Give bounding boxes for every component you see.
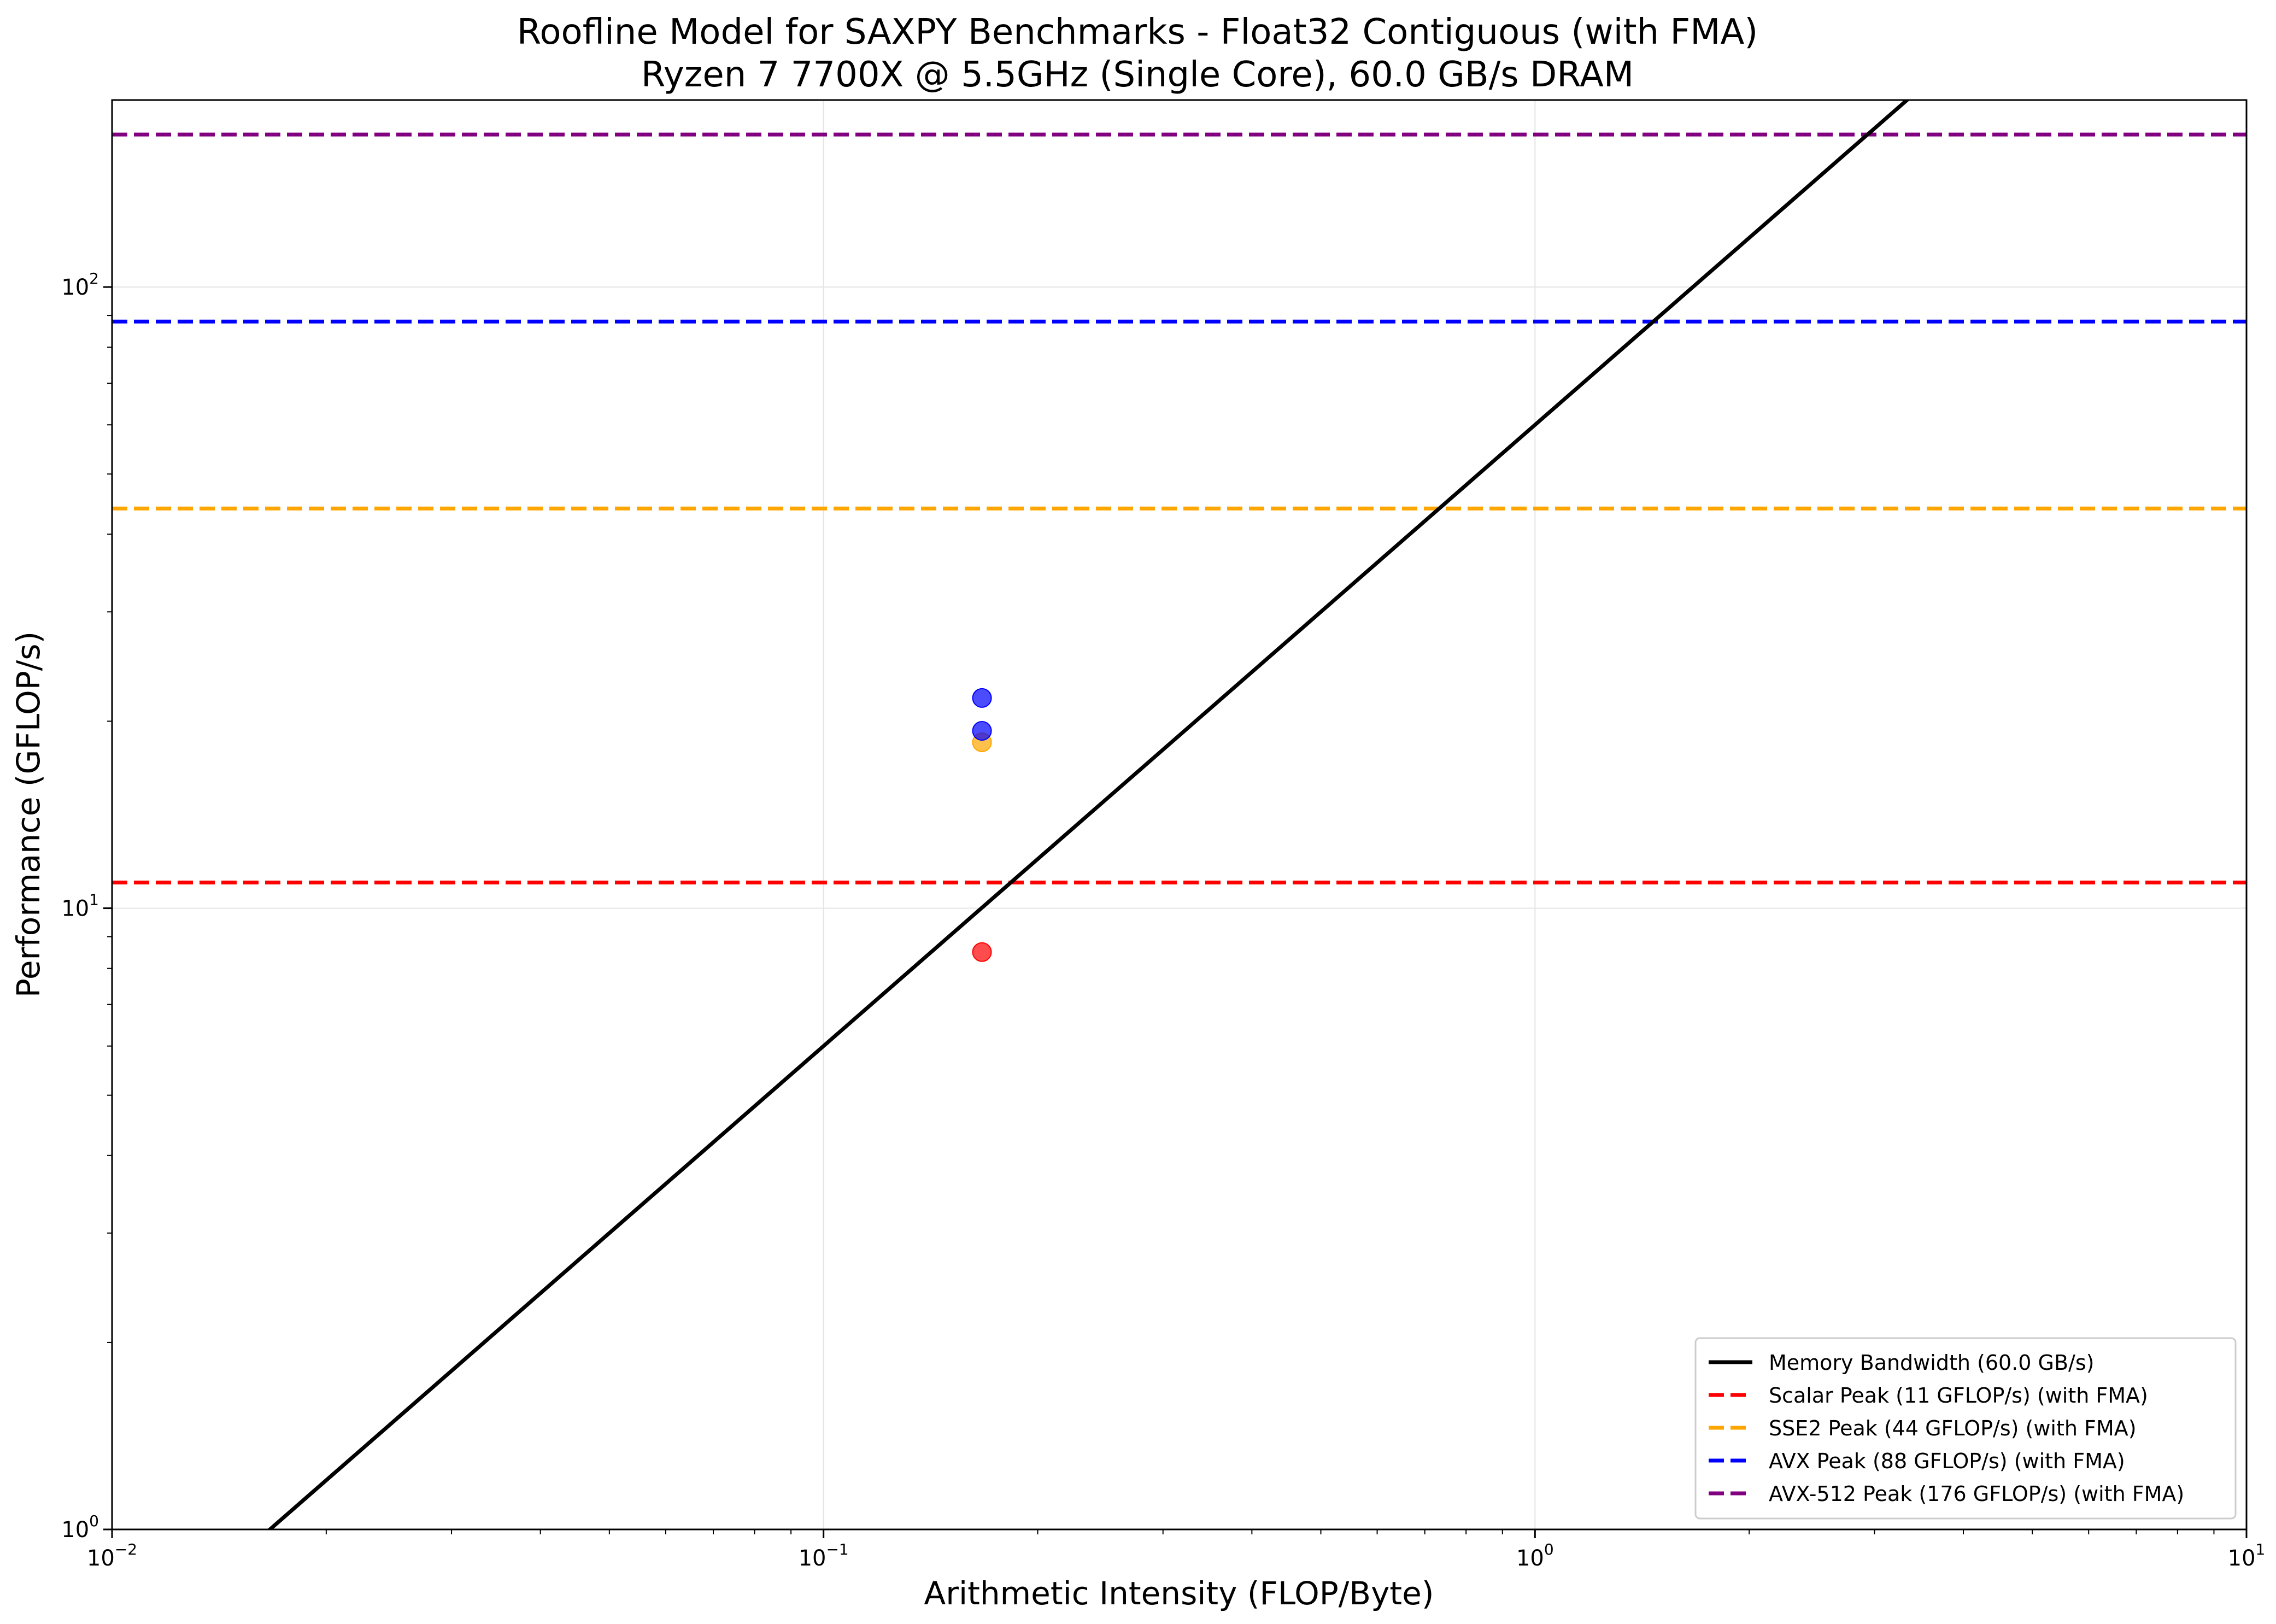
y-tick-label-1: 101	[61, 891, 99, 922]
axis-ticks: 10−2 10−1 100 101 100 101 102	[61, 269, 2265, 1571]
data-points	[972, 688, 992, 962]
chart-subtitle: Ryzen 7 7700X @ 5.5GHz (Single Core), 60…	[641, 55, 1634, 95]
x-tick-label-1: 10−1	[799, 1540, 849, 1571]
legend-label-3: AVX Peak (88 GFLOP/s) (with FMA)	[1769, 1449, 2125, 1473]
legend: Memory Bandwidth (60.0 GB/s) Scalar Peak …	[1694, 1337, 2237, 1520]
x-axis-label: Arithmetic Intensity (FLOP/Byte)	[924, 1575, 1434, 1612]
x-tick-label-3: 101	[2228, 1540, 2266, 1571]
y-tick-label-0: 100	[61, 1512, 99, 1543]
data-point-0	[972, 942, 992, 962]
legend-label-2: SSE2 Peak (44 GFLOP/s) (with FMA)	[1769, 1416, 2137, 1440]
legend-label-0: Memory Bandwidth (60.0 GB/s)	[1769, 1351, 2094, 1375]
ceiling-lines	[112, 132, 2246, 885]
plot-frame	[111, 99, 2248, 1531]
bandwidth-line	[267, 100, 1910, 1529]
chart-title: Roofline Model for SAXPY Benchmarks - Fl…	[517, 12, 1758, 52]
y-axis-label: Performance (GFLOP/s)	[10, 631, 47, 998]
legend-box	[1694, 1337, 2237, 1520]
data-point-2	[972, 721, 992, 741]
bandwidth-line-group	[267, 100, 1910, 1529]
legend-label-4: AVX-512 Peak (176 GFLOP/s) (with FMA)	[1769, 1482, 2184, 1506]
y-tick-label-2: 102	[61, 269, 99, 300]
legend-label-1: Scalar Peak (11 GFLOP/s) (with FMA)	[1769, 1383, 2148, 1408]
x-tick-label-0: 10−2	[87, 1540, 137, 1571]
data-point-3	[972, 688, 992, 708]
x-tick-label-2: 100	[1516, 1540, 1554, 1571]
grid-lines	[112, 100, 2247, 1530]
